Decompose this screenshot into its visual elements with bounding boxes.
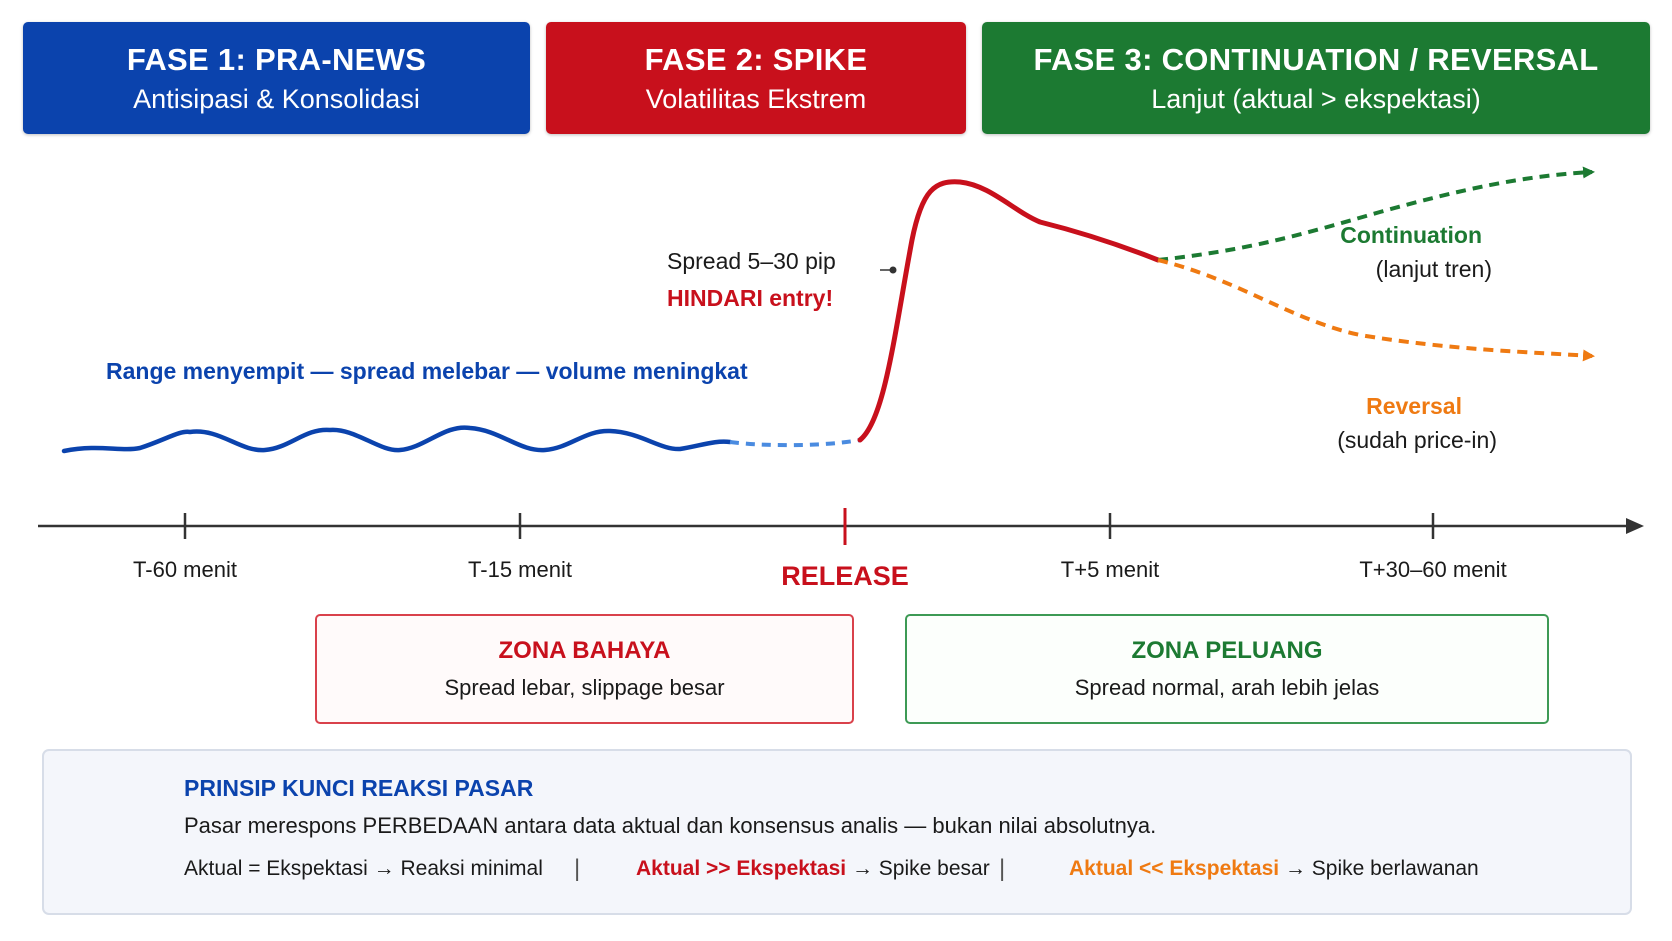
- rule-opposite-spike: Aktual << Ekspektasi → Spike berlawanan: [1069, 857, 1479, 881]
- phase-1-header: FASE 1: PRA-NEWS Antisipasi & Konsolidas…: [23, 22, 530, 134]
- danger-zone-subtitle: Spread lebar, slippage besar: [444, 675, 725, 700]
- tick-label-t60: T-60 menit: [133, 557, 237, 582]
- pre-release-dashed-line: [729, 438, 861, 448]
- principle-title: PRINSIP KUNCI REAKSI PASAR: [184, 775, 534, 801]
- tick-label-t30: T+30–60 menit: [1359, 557, 1507, 582]
- spike-line: [857, 179, 1161, 443]
- rule-big-spike-key: Aktual >> Ekspektasi: [636, 857, 847, 880]
- phase-2-header: FASE 2: SPIKE Volatilitas Ekstrem: [546, 22, 966, 134]
- spread-leader-dot: [889, 266, 897, 274]
- consolidation-wave: [61, 425, 733, 454]
- rule-separator: |: [574, 855, 581, 882]
- rule-big-spike-result: → Spike besar: [846, 857, 990, 880]
- danger-zone-box: ZONA BAHAYA Spread lebar, slippage besar: [315, 614, 854, 724]
- phase-2-title: FASE 2: SPIKE: [644, 41, 868, 77]
- rule-opposite-spike-key: Aktual << Ekspektasi: [1069, 857, 1280, 880]
- reversal-sublabel: (sudah price-in): [1337, 427, 1497, 453]
- release-label: RELEASE: [781, 561, 909, 591]
- phase-3-header: FASE 3: CONTINUATION / REVERSAL Lanjut (…: [982, 22, 1650, 134]
- spread-note: Spread 5–30 pip: [667, 248, 836, 274]
- reversal-label: Reversal: [1366, 393, 1462, 419]
- rule-minimal: Aktual = Ekspektasi → Reaksi minimal: [184, 857, 543, 880]
- tick-label-t5: T+5 menit: [1060, 557, 1160, 582]
- rule-big-spike: Aktual >> Ekspektasi → Spike besar: [636, 857, 990, 881]
- continuation-path: [1157, 166, 1595, 262]
- phase-3-subtitle: Lanjut (aktual > ekspektasi): [1151, 83, 1481, 114]
- principle-panel: PRINSIP KUNCI REAKSI PASAR Pasar merespo…: [42, 749, 1632, 915]
- pre-news-note: Range menyempit — spread melebar — volum…: [106, 358, 748, 384]
- opportunity-zone-subtitle: Spread normal, arah lebih jelas: [1074, 675, 1380, 700]
- rule-opposite-spike-result: → Spike berlawanan: [1279, 857, 1479, 880]
- continuation-sublabel: (lanjut tren): [1375, 256, 1492, 282]
- avoid-entry-note: HINDARI entry!: [667, 285, 834, 311]
- phase-1-title: FASE 1: PRA-NEWS: [126, 41, 427, 77]
- continuation-label: Continuation: [1340, 222, 1482, 248]
- reversal-path: [1157, 258, 1595, 362]
- principle-description: Pasar merespons PERBEDAAN antara data ak…: [184, 813, 1157, 838]
- phase-1-subtitle: Antisipasi & Konsolidasi: [133, 83, 420, 114]
- phase-2-subtitle: Volatilitas Ekstrem: [645, 83, 867, 114]
- rule-separator: |: [999, 855, 1006, 882]
- phase-3-title: FASE 3: CONTINUATION / REVERSAL: [1033, 41, 1599, 77]
- opportunity-zone-title: ZONA PELUANG: [1131, 637, 1323, 664]
- tick-label-t15: T-15 menit: [468, 557, 572, 582]
- opportunity-zone-box: ZONA PELUANG Spread normal, arah lebih j…: [905, 614, 1549, 724]
- danger-zone-title: ZONA BAHAYA: [498, 637, 671, 664]
